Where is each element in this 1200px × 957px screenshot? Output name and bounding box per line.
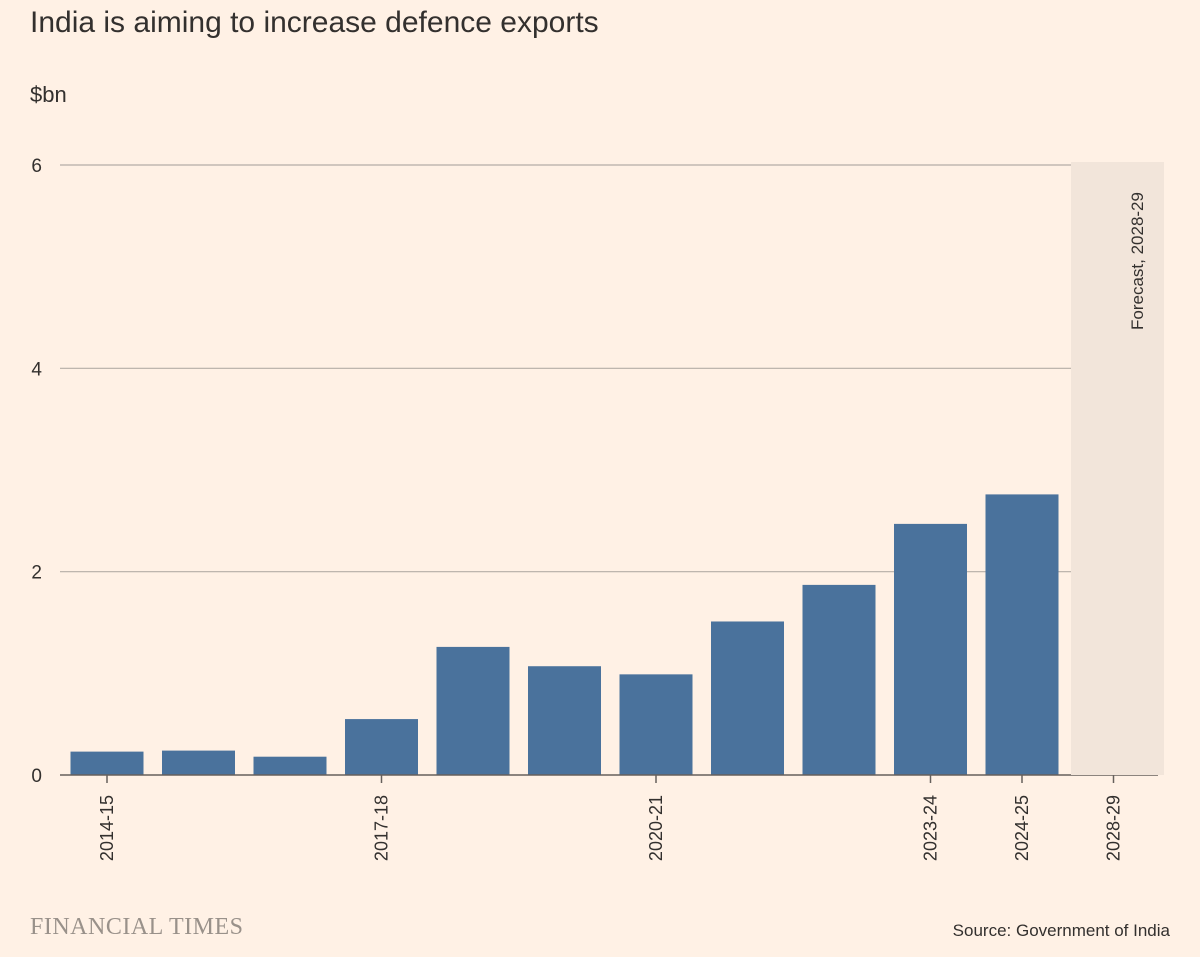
y-tick-label: 6 (31, 156, 42, 177)
forecast-annotation: Forecast, 2028-29 (1128, 192, 1147, 330)
bar (985, 494, 1059, 775)
x-tick-label: 2014-15 (97, 795, 117, 861)
y-tick-label: 0 (31, 766, 42, 787)
bars (70, 185, 1150, 776)
y-tick-label: 2 (31, 563, 42, 584)
x-tick-label: 2017-18 (372, 795, 392, 861)
gridlines: 0 2 4 6 (31, 156, 1158, 787)
bar (345, 719, 418, 775)
bar (619, 674, 693, 775)
bar (802, 584, 876, 775)
x-tick-label: 2023-24 (921, 795, 941, 861)
bar (253, 756, 327, 775)
y-tick-label: 4 (31, 359, 42, 380)
forecast-band (1071, 162, 1164, 775)
bar (162, 750, 235, 775)
chart-title: India is aiming to increase defence expo… (30, 6, 599, 39)
bar (894, 523, 967, 775)
ft-logo: FINANCIAL TIMES (30, 914, 244, 940)
x-tick-label: 2024-25 (1012, 795, 1032, 861)
forecast-annotation-group: Forecast, 2028-29 (1071, 162, 1164, 775)
bar (70, 751, 144, 775)
bar (711, 621, 784, 775)
x-tick-label: 2028-29 (1104, 795, 1124, 861)
x-axis: 2014-15 2017-18 2020-21 2023-24 2024-25 2028-… (60, 774, 1158, 861)
x-tick-label: 2020-21 (646, 795, 666, 861)
source-note: Source: Government of India (952, 921, 1170, 940)
bar (528, 666, 601, 775)
bar (436, 646, 510, 775)
y-axis-unit-label: $bn (30, 82, 67, 107)
